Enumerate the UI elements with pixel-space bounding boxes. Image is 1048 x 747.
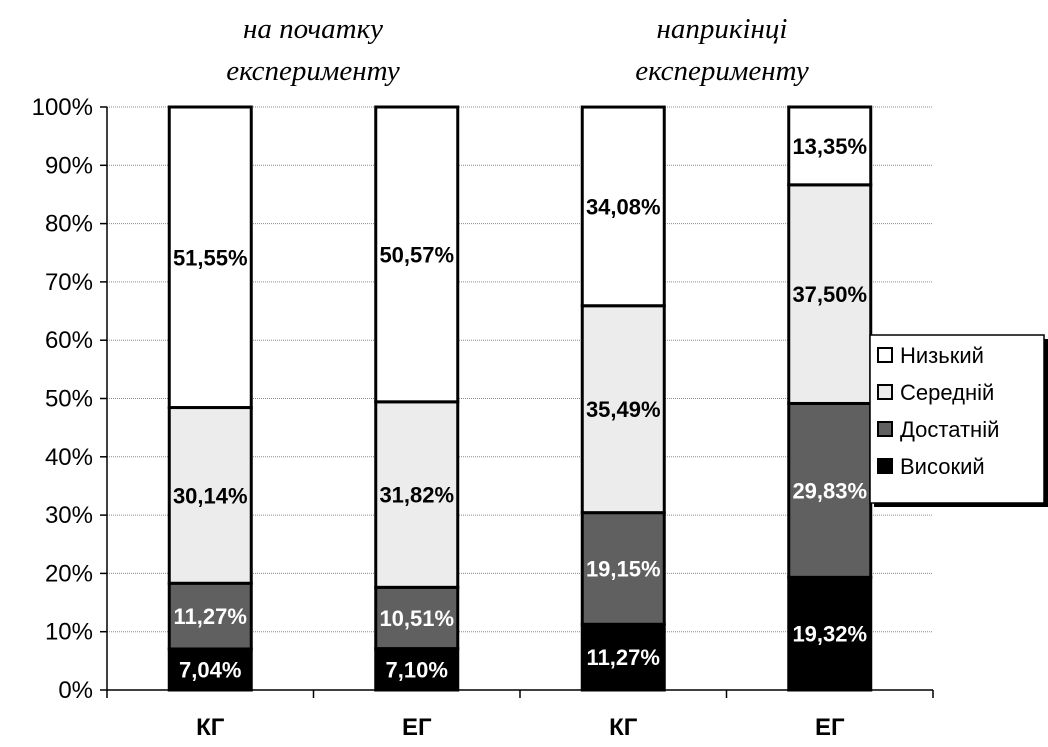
- ytick-label: 0%: [58, 677, 93, 704]
- axes: 0% 10% 20% 30% 40% 50% 60% 70% 80% 90% 100% КГ ЕГ КГ Е…: [32, 94, 934, 741]
- legend: Низький Середній Достатній Високий: [869, 334, 1048, 507]
- data-label: 11,27%: [587, 645, 660, 670]
- bar-segment: [787, 401, 873, 579]
- category-label: КГ: [609, 714, 638, 741]
- data-label: 19,32%: [792, 622, 867, 647]
- data-label: 34,08%: [586, 194, 661, 219]
- legend-swatch: [877, 347, 893, 363]
- legend-label: Низький: [900, 343, 984, 368]
- ytick-label: 10%: [45, 619, 93, 646]
- legend-label: Середній: [900, 380, 994, 405]
- ytick-label: 80%: [45, 211, 93, 238]
- data-label: 11,27%: [174, 604, 247, 629]
- category-label: ЕГ: [815, 714, 845, 741]
- group-title-start-line1: на початку: [243, 13, 383, 45]
- ytick-label: 40%: [45, 444, 93, 471]
- data-label: 30,14%: [173, 483, 248, 508]
- data-label: 29,83%: [792, 478, 867, 503]
- legend-swatch: [877, 384, 893, 400]
- bar-segment: [787, 575, 873, 692]
- ytick-label: 30%: [45, 502, 93, 529]
- category-label: КГ: [196, 714, 225, 741]
- data-label: 37,50%: [792, 282, 867, 307]
- ytick-label: 70%: [45, 269, 93, 296]
- bar-segment: [167, 647, 253, 692]
- data-labels: 7,04% 11,27% 30,14% 51,55% 7,10% 10,51% 31,82%…: [173, 134, 867, 683]
- ytick-label: 90%: [45, 152, 93, 179]
- data-label: 7,10%: [386, 657, 448, 682]
- data-label: 50,57%: [379, 242, 454, 267]
- data-label: 51,55%: [173, 245, 248, 270]
- data-label: 7,04%: [179, 657, 241, 682]
- bar-segment: [167, 105, 253, 410]
- ytick-label: 100%: [32, 94, 93, 121]
- group-title-end-line1: наприкінці: [657, 13, 788, 45]
- legend-label: Достатній: [900, 417, 999, 442]
- legend-swatch: [877, 458, 893, 474]
- ytick-label: 50%: [45, 386, 93, 413]
- legend-box: [869, 334, 1045, 504]
- bar-segment: [167, 406, 253, 585]
- data-label: 10,51%: [379, 606, 454, 631]
- bar-segment: [580, 105, 666, 308]
- bars: [167, 105, 873, 692]
- data-label: 13,35%: [792, 134, 867, 159]
- bar-segment: [580, 304, 666, 515]
- data-label: 35,49%: [586, 397, 661, 422]
- bar-segment: [374, 647, 460, 692]
- bar-segment: [374, 585, 460, 651]
- category-label: ЕГ: [402, 714, 432, 741]
- legend-swatch: [877, 421, 893, 437]
- data-label: 31,82%: [379, 483, 454, 508]
- ytick-label: 20%: [45, 560, 93, 587]
- bar-segment: [787, 105, 873, 187]
- bar-segment: [374, 105, 460, 404]
- ytick-label: 60%: [45, 327, 93, 354]
- data-label: 19,15%: [586, 556, 661, 581]
- legend-label: Високий: [900, 454, 985, 479]
- bar-segment: [167, 581, 253, 651]
- group-title-end-line2: експерименту: [635, 55, 809, 87]
- group-title-start-line2: експерименту: [226, 55, 400, 87]
